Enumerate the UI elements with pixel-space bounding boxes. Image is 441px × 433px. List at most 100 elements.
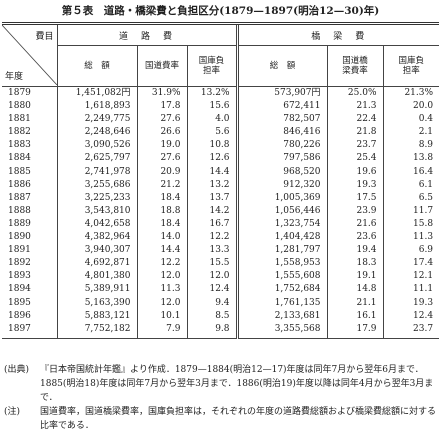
value-cell: 5,163,390 <box>56 296 137 310</box>
year-cell: 1887 <box>8 192 31 203</box>
table-row: 1883 3,090,526 19.0 10.8 780,226 23.7 8.9 <box>2 139 440 153</box>
year-cell: 1882 <box>8 127 31 138</box>
value-cell: 17.5 <box>326 191 384 205</box>
notes: (出典) 『日本帝国統計年鑑』より作成．1879—1884(明治12—17)年度は… <box>4 363 438 433</box>
value-cell: 27.6 <box>136 152 187 166</box>
value-cell: 1,404,428 <box>235 231 328 245</box>
value-cell: 16.4 <box>382 165 440 179</box>
table-row: 1893 4,801,380 12.0 12.0 1,555,608 19.1 12.1 <box>2 270 440 284</box>
value-cell: 7.9 <box>136 322 187 339</box>
value-cell: 12.1 <box>382 270 440 284</box>
value-cell: 17.9 <box>326 322 384 339</box>
value-cell: 3,940,307 <box>56 244 137 258</box>
column-header: 国道橋梁費率 <box>326 45 384 87</box>
value-cell: 10.8 <box>186 139 238 153</box>
column-header: 総 額 <box>56 45 137 87</box>
value-cell: 12.6 <box>186 152 238 166</box>
value-cell: 23.7 <box>382 322 440 339</box>
value-cell: 13.2 <box>186 178 238 192</box>
value-cell: 3,543,810 <box>56 204 137 218</box>
value-cell: 0.4 <box>382 113 440 127</box>
year-cell: 1892 <box>8 258 31 269</box>
value-cell: 22.4 <box>326 113 384 127</box>
note-label: (出典) <box>4 365 30 375</box>
value-cell: 3,355,568 <box>235 322 328 339</box>
value-cell: 12.4 <box>382 309 440 323</box>
value-cell: 19.4 <box>326 244 384 258</box>
value-cell: 1,761,135 <box>235 296 328 310</box>
value-cell: 12.0 <box>136 270 187 284</box>
value-cell: 21.3 <box>326 100 384 114</box>
value-cell: 11.3 <box>136 283 187 297</box>
value-cell: 2,741,978 <box>56 165 137 179</box>
value-cell: 19.6 <box>326 165 384 179</box>
value-cell: 19.0 <box>136 139 187 153</box>
value-cell: 4,382,964 <box>56 231 137 245</box>
note: (注) 国道費率，国道橋梁費率，国庫負担率は，それぞれの年度の道路費総額および橋梁… <box>4 405 438 433</box>
year-cell: 1889 <box>8 218 31 229</box>
value-cell: 21.2 <box>136 178 187 192</box>
value-cell: 3,090,526 <box>56 139 137 153</box>
value-cell: 10.1 <box>136 309 187 323</box>
value-cell: 2,133,681 <box>235 309 328 323</box>
value-cell: 9.8 <box>186 322 238 339</box>
item-label: 費目 <box>35 32 54 42</box>
value-cell: 20.0 <box>382 100 440 114</box>
value-cell: 14.2 <box>186 204 238 218</box>
year-cell: 1890 <box>8 232 31 243</box>
value-cell: 1,005,369 <box>235 191 328 205</box>
value-cell: 2.1 <box>382 126 440 140</box>
value-cell: 18.4 <box>136 191 187 205</box>
note-label: (注) <box>4 407 21 417</box>
value-cell: 11.3 <box>382 231 440 245</box>
value-cell: 23.6 <box>326 231 384 245</box>
value-cell: 12.4 <box>186 283 238 297</box>
value-cell: 15.5 <box>186 257 238 271</box>
value-cell: 11.7 <box>382 204 440 218</box>
year-cell: 1893 <box>8 271 31 282</box>
value-cell: 4,692,871 <box>56 257 137 271</box>
table-row: 1881 2,249,775 27.6 4.0 782,507 22.4 0.4 <box>2 113 440 127</box>
value-cell: 13.8 <box>382 152 440 166</box>
value-cell: 1,451,082円 <box>56 86 137 101</box>
year-cell: 1891 <box>8 245 31 256</box>
value-cell: 12.2 <box>136 257 187 271</box>
value-cell: 780,226 <box>235 139 328 153</box>
value-cell: 19.3 <box>382 296 440 310</box>
table-row: 1880 1,618,893 17.8 15.6 672,411 21.3 20.0 <box>2 100 440 114</box>
year-label: 年度 <box>5 72 24 82</box>
table-row: 1890 4,382,964 14.0 12.2 1,404,428 23.6 11.3 <box>2 231 440 245</box>
group-header: 道 路 費 <box>56 22 238 46</box>
column-header: 国道費率 <box>136 45 187 87</box>
value-cell: 19.3 <box>326 178 384 192</box>
value-cell: 6.9 <box>382 244 440 258</box>
table-row: 1879 1,451,082円 31.9% 13.2% 573,907円 25.0% 21.… <box>2 86 440 101</box>
value-cell: 18.4 <box>136 217 187 232</box>
table-row: 1884 2,625,797 27.6 12.6 797,586 25.4 13.8 <box>2 152 440 166</box>
value-cell: 25.4 <box>326 152 384 166</box>
value-cell: 19.1 <box>326 270 384 284</box>
diagonal <box>2 25 57 85</box>
table-title: 第５表 道路・橋梁費と負担区分(1879—1897(明治12—30)年) <box>61 5 380 17</box>
corner-cell: 費目 年度 <box>2 22 57 87</box>
value-cell: 15.6 <box>186 100 238 114</box>
value-cell: 15.8 <box>382 217 440 232</box>
value-cell: 12.0 <box>136 296 187 310</box>
value-cell: 573,907円 <box>235 86 328 101</box>
data-table: 費目 年度 道 路 費 橋 梁 費 総 額 国道費率 国庫負担率 総 額 国道橋… <box>2 22 440 339</box>
table-body: 1879 1,451,082円 31.9% 13.2% 573,907円 25.0% 21.… <box>2 86 440 339</box>
value-cell: 18.8 <box>136 204 187 218</box>
column-header: 国庫負担率 <box>186 45 238 87</box>
value-cell: 1,056,446 <box>235 204 328 218</box>
value-cell: 846,416 <box>235 126 328 140</box>
year-cell: 1879 <box>8 88 31 98</box>
value-cell: 6.5 <box>382 191 440 205</box>
year-cell: 1883 <box>8 140 31 151</box>
value-cell: 9.4 <box>186 296 238 310</box>
value-cell: 11.1 <box>382 283 440 297</box>
value-cell: 6.1 <box>382 178 440 192</box>
table-row: 1882 2,248,646 26.6 5.6 846,416 21.8 2.1 <box>2 126 440 140</box>
value-cell: 2,248,646 <box>56 126 137 140</box>
value-cell: 18.3 <box>326 257 384 271</box>
value-cell: 16.7 <box>186 217 238 232</box>
